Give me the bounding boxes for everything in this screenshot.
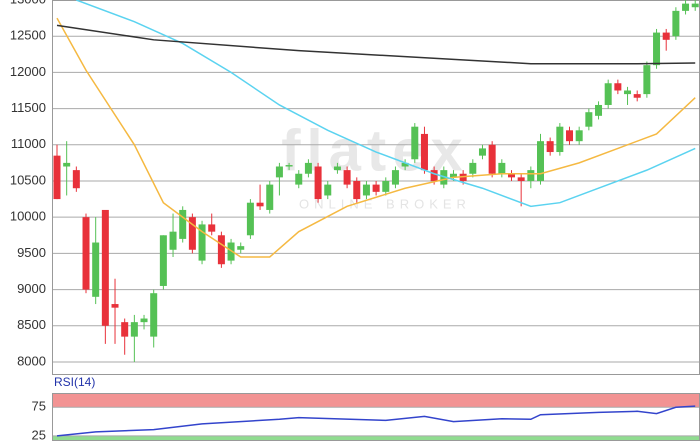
candle-body (324, 184, 332, 196)
y-tick-label: 8000 (17, 353, 46, 368)
candle-body (507, 173, 515, 178)
candle-body (411, 126, 419, 160)
candle-body (362, 184, 370, 196)
line (56, 405, 696, 437)
y-tick-label: 9500 (17, 245, 46, 260)
candle-body (372, 184, 380, 192)
candle-body (633, 94, 641, 98)
zone (52, 393, 700, 408)
candle-body (237, 246, 245, 250)
candle-body (391, 170, 399, 185)
y-tick-label: 10500 (10, 172, 46, 187)
panel-title: RSI(14) (54, 375, 95, 389)
candle-body (130, 322, 138, 337)
candle-body (517, 177, 525, 181)
candle-body (266, 184, 274, 210)
y-tick-label: 11000 (11, 136, 46, 151)
candle-body (227, 242, 235, 261)
y-tick-label: 12000 (10, 64, 46, 79)
candle-body (101, 209, 109, 326)
line (56, 24, 696, 65)
candle-body (527, 170, 535, 181)
candle-body (401, 162, 409, 167)
candle-body (604, 83, 612, 105)
candle-body (314, 166, 322, 200)
candle-body (691, 3, 699, 8)
candle-body (672, 10, 680, 37)
line (76, 0, 696, 208)
candle-body (420, 133, 428, 171)
candle-body (246, 202, 254, 236)
candle-body (285, 165, 293, 167)
candle-body (159, 235, 167, 286)
candle-body (150, 293, 158, 337)
candle-body (82, 217, 90, 290)
candle-body (614, 83, 622, 91)
candle-body (556, 126, 564, 153)
candle-body (188, 217, 196, 250)
candle-body (546, 141, 554, 153)
candle-body (53, 155, 61, 200)
y-tick-label: 12500 (10, 28, 46, 43)
candle-body (566, 130, 574, 142)
candle-body (575, 130, 583, 142)
zone (52, 435, 700, 441)
candle-body (537, 141, 544, 181)
candle-body (63, 162, 71, 167)
candle-body (295, 173, 303, 185)
y-tick-label: 10000 (10, 209, 46, 224)
candle-body (353, 180, 361, 200)
candle-body (382, 180, 390, 192)
candle-body (111, 304, 119, 308)
y-tick-label: 11500 (11, 100, 46, 115)
candle-body (469, 162, 477, 174)
candle-body (169, 231, 177, 250)
candle-body (662, 32, 670, 40)
candle-body (478, 148, 486, 156)
candle-body (449, 173, 457, 178)
candle-body (488, 144, 496, 174)
candle-body (333, 166, 341, 171)
y-tick-label: 13000 (10, 0, 46, 6)
line (56, 17, 696, 258)
candle-body (643, 65, 651, 95)
candle-body (72, 170, 80, 189)
y-tick-label: 9000 (17, 281, 46, 296)
candle-body (140, 318, 148, 323)
candle-body (343, 170, 351, 185)
watermark-tagline: ONLINE BROKER (299, 196, 471, 211)
candle-body (682, 3, 690, 11)
candle-body (256, 202, 264, 207)
candle-body (217, 235, 225, 265)
candle-body (304, 162, 312, 174)
y-tick-label: 8500 (17, 317, 46, 332)
y-tick-label: 75 (32, 399, 46, 414)
candle-body (121, 322, 129, 337)
y-tick-label: 25 (32, 427, 46, 441)
candle-body (430, 170, 438, 181)
candle-body (275, 166, 283, 178)
candle-body (595, 104, 603, 116)
candle-body (92, 242, 100, 297)
candle-body (208, 224, 216, 232)
candle-body (198, 224, 206, 261)
candle-body (624, 90, 632, 95)
candle-body (585, 112, 593, 127)
candle-body (498, 162, 506, 174)
candle-body (179, 209, 187, 239)
candle-body (653, 32, 661, 66)
